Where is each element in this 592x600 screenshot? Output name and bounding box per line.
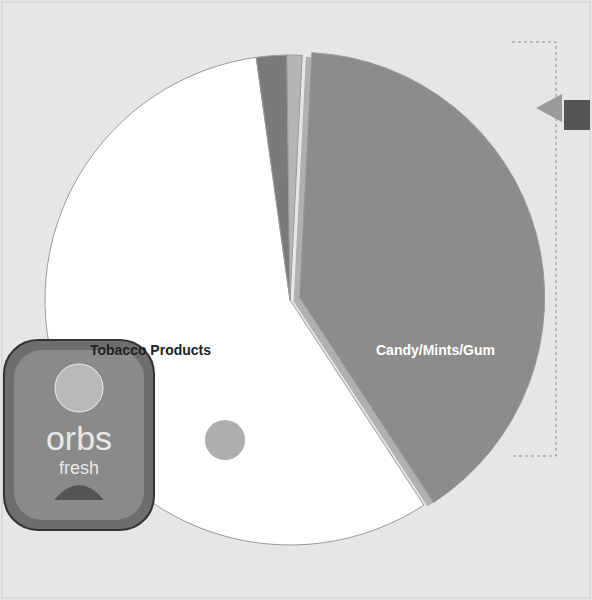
svg-text:Tobacco Products: Tobacco Products (90, 342, 211, 358)
svg-text:fresh: fresh (59, 458, 99, 478)
svg-text:orbs: orbs (46, 419, 112, 457)
svg-text:Candy/Mints/Gum: Candy/Mints/Gum (376, 342, 495, 358)
